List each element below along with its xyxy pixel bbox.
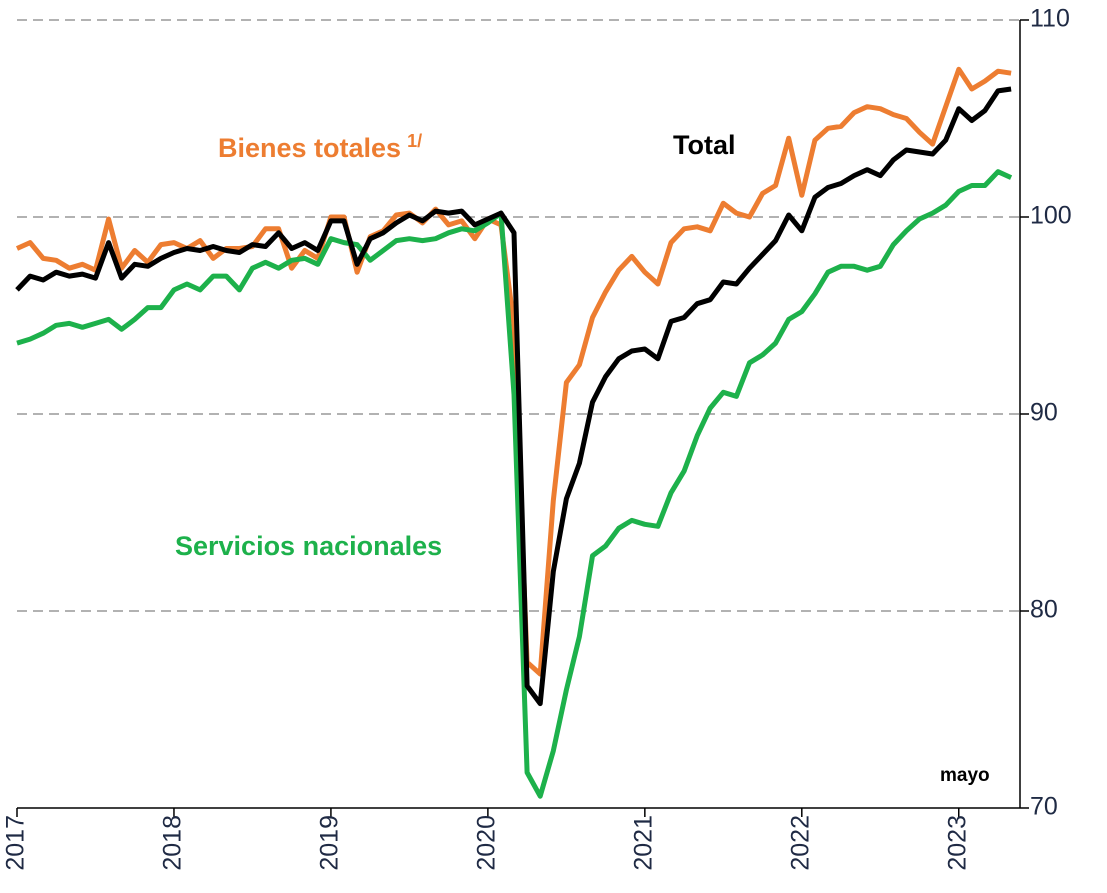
series-label: Servicios nacionales [175,531,442,561]
y-tick-label: 110 [1030,5,1070,33]
x-tick-label: 2018 [159,815,187,871]
y-tick-label: 100 [1030,202,1072,230]
annotation: mayo [940,765,990,786]
x-tick-label: 2017 [2,815,30,871]
series-label: Bienes totales [218,133,401,163]
x-tick-label: 2022 [786,815,814,871]
line [15,86,1012,707]
series-label: Total [673,130,736,160]
line [16,169,1013,799]
y-tick-label: 70 [1030,793,1058,821]
x-tick-label: 2020 [472,815,500,871]
y-tick-label: 80 [1030,596,1058,624]
series-footnote: 1/ [407,131,422,151]
x-tick-label: 2021 [629,815,657,871]
line [15,66,1012,677]
x-tick-label: 2023 [943,815,971,871]
x-tick-label: 2019 [316,815,344,871]
y-tick-label: 90 [1030,399,1058,427]
